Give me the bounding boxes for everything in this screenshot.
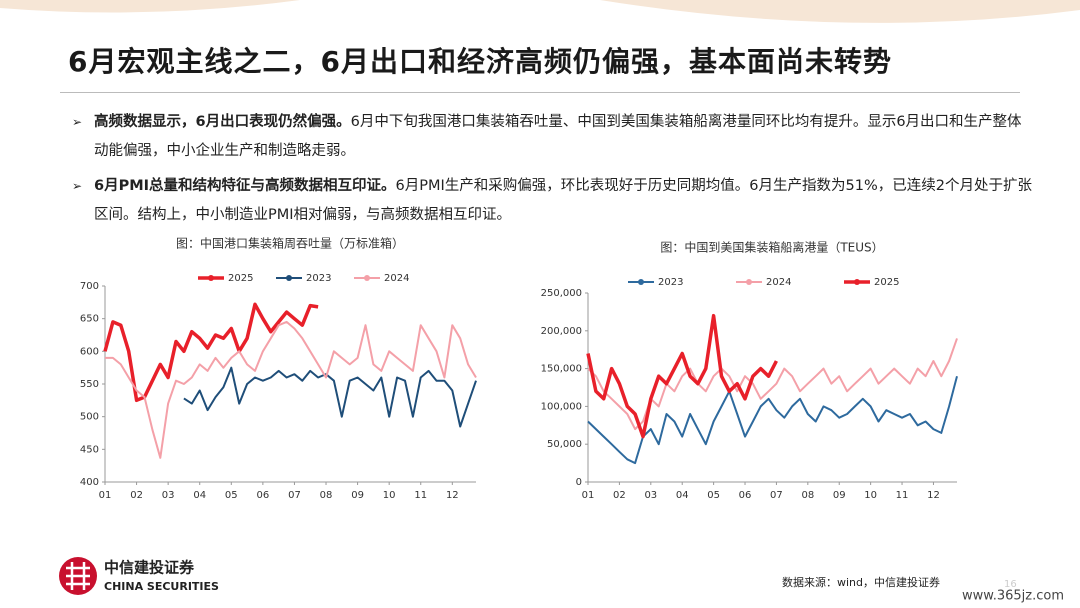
legend-dot <box>286 275 292 281</box>
y-tick-label: 100,000 <box>541 401 582 412</box>
x-tick-label: 11 <box>414 490 427 501</box>
divider <box>60 92 1020 93</box>
y-tick-label: 400 <box>80 477 99 488</box>
x-tick-label: 04 <box>193 490 206 501</box>
source: 数据来源：wind，中信建投证券 <box>782 575 940 589</box>
x-tick-label: 04 <box>676 490 689 501</box>
y-tick-label: 550 <box>80 379 99 390</box>
bullet-text: 6月PMI生产和采购偏强，环比表现好于历史同期均值。6月生产指数为51%，已连续… <box>94 178 1032 223</box>
bullet-arrow: ➢ <box>72 179 83 193</box>
x-tick-label: 02 <box>130 490 143 501</box>
watermark: www.365jz.com <box>962 589 1064 604</box>
bullet-arrow: ➢ <box>72 115 83 129</box>
x-tick-label: 12 <box>446 490 459 501</box>
x-tick-label: 07 <box>770 490 783 501</box>
series-line <box>587 338 958 431</box>
bullet: ➢ 6月PMI总量和结构特征与高频数据相互印证。6月PMI生产和采购偏强，环比表现… <box>72 172 1034 230</box>
series-line <box>103 302 319 403</box>
chart-title: 图：中国到美国集装箱船离港量（TEUS） <box>660 240 883 255</box>
x-tick-label: 06 <box>739 490 752 501</box>
series-line <box>183 366 477 428</box>
x-tick-label: 08 <box>320 490 333 501</box>
y-tick-label: 0 <box>576 477 582 488</box>
x-tick-label: 07 <box>288 490 301 501</box>
bullet-lead: 6月PMI总量和结构特征与高频数据相互印证。 <box>94 178 396 194</box>
legend-dot <box>364 275 370 281</box>
logo-en: CHINA SECURITIES <box>104 580 219 593</box>
x-tick-label: 03 <box>162 490 175 501</box>
y-tick-label: 700 <box>80 281 99 292</box>
slide-title: 6月宏观主线之二，6月出口和经济高频仍偏强，基本面尚未转势 <box>68 45 892 78</box>
y-tick-label: 600 <box>80 346 99 357</box>
x-tick-label: 10 <box>383 490 396 501</box>
chart-title: 图：中国港口集装箱周吞吐量（万标准箱） <box>176 236 404 251</box>
decor <box>0 0 300 13</box>
series-line <box>105 320 477 459</box>
series-line <box>586 313 778 439</box>
legend-label: 2025 <box>228 273 253 284</box>
y-tick-label: 450 <box>80 444 99 455</box>
legend-dot <box>746 279 752 285</box>
y-tick-label: 50,000 <box>547 439 582 450</box>
decor <box>600 0 1080 23</box>
x-tick-label: 11 <box>896 490 909 501</box>
x-tick-label: 06 <box>257 490 270 501</box>
y-tick-label: 250,000 <box>541 288 582 299</box>
x-tick-label: 08 <box>801 490 814 501</box>
logo-glyph <box>66 562 90 590</box>
legend-dot <box>208 275 214 281</box>
bullet-lead: 高频数据显示，6月出口表现仍然偏强。 <box>94 114 351 130</box>
legend-label: 2024 <box>384 273 409 284</box>
x-tick-label: 09 <box>351 490 364 501</box>
page-number: 16 <box>1004 579 1017 590</box>
legend-dot <box>854 279 860 285</box>
logo: 中信建投证券 CHINA SECURITIES <box>59 557 219 595</box>
legend-dot <box>638 279 644 285</box>
y-tick-label: 650 <box>80 314 99 325</box>
x-tick-label: 02 <box>613 490 626 501</box>
bullet-text: 6月中下旬我国港口集装箱吞吐量、中国到美国集装箱船离港量同环比均有提升。显示6月… <box>94 114 1022 159</box>
x-tick-label: 01 <box>582 490 595 501</box>
legend-label: 2024 <box>766 277 791 288</box>
x-tick-label: 10 <box>864 490 877 501</box>
legend-label: 2023 <box>658 277 683 288</box>
x-tick-label: 05 <box>707 490 720 501</box>
x-tick-label: 05 <box>225 490 238 501</box>
y-tick-label: 500 <box>80 412 99 423</box>
y-tick-label: 200,000 <box>541 326 582 337</box>
y-tick-label: 150,000 <box>541 364 582 375</box>
x-tick-label: 09 <box>833 490 846 501</box>
legend-label: 2023 <box>306 273 331 284</box>
legend-label: 2025 <box>874 277 899 288</box>
series-line <box>587 375 958 465</box>
bullet: ➢ 高频数据显示，6月出口表现仍然偏强。6月中下旬我国港口集装箱吞吐量、中国到美国… <box>72 108 1034 166</box>
x-tick-label: 12 <box>927 490 940 501</box>
x-tick-label: 03 <box>644 490 657 501</box>
logo-cn: 中信建投证券 <box>104 559 195 577</box>
x-tick-label: 01 <box>99 490 112 501</box>
